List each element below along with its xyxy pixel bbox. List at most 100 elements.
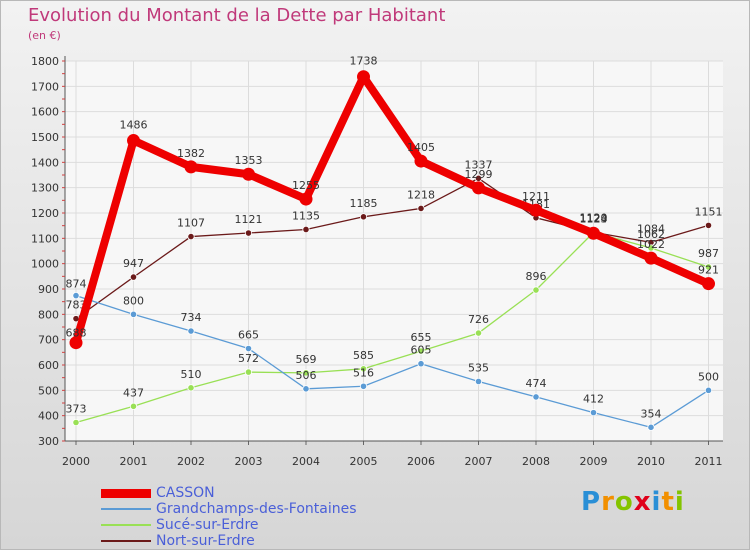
x-tick-label: 2004 (292, 455, 320, 468)
data-point (529, 203, 543, 217)
legend-item-casson: CASSON (101, 485, 421, 501)
chart-title: Evolution du Montant de la Dette par Hab… (28, 5, 446, 26)
data-label: 437 (123, 386, 144, 399)
data-label: 1405 (407, 141, 435, 154)
data-label: 1062 (637, 228, 665, 241)
data-point (417, 360, 425, 368)
data-point (704, 263, 713, 271)
x-tick-label: 2001 (120, 455, 148, 468)
y-tick-label: 1200 (31, 207, 59, 220)
data-point (187, 327, 195, 335)
data-label: 354 (641, 407, 662, 420)
y-tick-label: 300 (38, 435, 59, 448)
data-label: 655 (411, 331, 432, 344)
x-tick-label: 2005 (350, 455, 378, 468)
data-point (704, 386, 713, 394)
data-point (244, 344, 253, 353)
legend-item-nort: Nort-sur-Erdre (101, 533, 421, 549)
proxiti-logo: Proxiti (581, 487, 685, 517)
y-tick-label: 600 (38, 359, 59, 372)
data-point (302, 225, 310, 234)
data-label: 1382 (177, 147, 205, 160)
x-tick-label: 2003 (235, 455, 263, 468)
data-label: 412 (583, 393, 604, 406)
data-label: 726 (468, 313, 489, 326)
y-tick-label: 1000 (31, 258, 59, 271)
data-point (299, 192, 313, 206)
data-label: 1299 (465, 168, 493, 181)
data-point (184, 160, 198, 174)
y-tick-label: 1100 (31, 232, 59, 245)
data-point (359, 382, 368, 390)
data-label: 373 (66, 403, 87, 416)
series-line-grandchamps-des-fontaines (75, 294, 710, 428)
data-point (242, 167, 255, 181)
data-label: 516 (353, 366, 374, 379)
data-point (72, 418, 80, 427)
data-label: 896 (526, 270, 547, 283)
legend-item-suce: Sucé-sur-Erdre (101, 517, 421, 533)
data-label: 987 (698, 247, 719, 260)
data-point (302, 385, 310, 393)
data-point (474, 329, 483, 337)
data-point (587, 226, 600, 240)
data-point (302, 369, 310, 377)
legend-swatch (101, 489, 151, 498)
data-point (359, 213, 368, 221)
y-tick-label: 1600 (31, 106, 59, 119)
data-point (244, 229, 253, 237)
data-point (129, 273, 138, 281)
data-label: 1738 (350, 55, 378, 68)
legend-swatch (101, 524, 151, 526)
data-label: 1151 (695, 205, 723, 218)
legend-label: Grandchamps-des-Fontaines (156, 501, 357, 517)
x-tick-label: 2006 (407, 455, 435, 468)
data-label: 1124 (580, 212, 608, 225)
data-label: 585 (353, 349, 374, 362)
data-point (647, 423, 655, 431)
data-point (69, 336, 83, 350)
legend-label: Sucé-sur-Erdre (156, 517, 259, 533)
data-label: 734 (181, 311, 202, 324)
data-point (702, 277, 715, 291)
data-label: 1185 (350, 197, 378, 210)
series-line-casson (72, 72, 713, 347)
data-label: 1022 (637, 238, 665, 251)
data-point (72, 291, 80, 300)
data-label: 783 (66, 299, 87, 312)
y-tick-label: 900 (38, 283, 59, 296)
data-label: 921 (698, 264, 719, 277)
data-point (127, 134, 140, 148)
data-point (647, 244, 655, 252)
data-point (644, 251, 658, 265)
legend-swatch (101, 508, 151, 510)
data-label: 510 (181, 368, 202, 381)
x-tick-label: 2000 (62, 455, 90, 468)
data-point (359, 365, 368, 373)
data-label: 874 (66, 278, 87, 291)
x-tick-label: 2011 (695, 455, 723, 468)
data-label: 947 (123, 257, 144, 270)
x-tick-label: 2009 (580, 455, 608, 468)
data-label: 535 (468, 361, 489, 374)
data-point (414, 154, 428, 168)
data-label: 800 (123, 294, 144, 307)
data-label: 1120 (580, 211, 608, 224)
x-tick-label: 2002 (177, 455, 205, 468)
data-label: 1123 (580, 213, 608, 226)
data-point (417, 204, 425, 213)
y-tick-label: 1700 (31, 80, 59, 93)
y-tick-label: 1300 (31, 182, 59, 195)
data-label: 1353 (235, 154, 263, 167)
legend-label: CASSON (156, 485, 215, 501)
data-label: 1121 (235, 213, 263, 226)
data-label: 1211 (522, 190, 550, 203)
data-point (187, 384, 195, 392)
data-label: 688 (66, 327, 87, 340)
data-label: 605 (411, 344, 432, 357)
y-tick-label: 700 (38, 334, 59, 347)
data-point (532, 393, 540, 401)
data-point (704, 221, 713, 230)
